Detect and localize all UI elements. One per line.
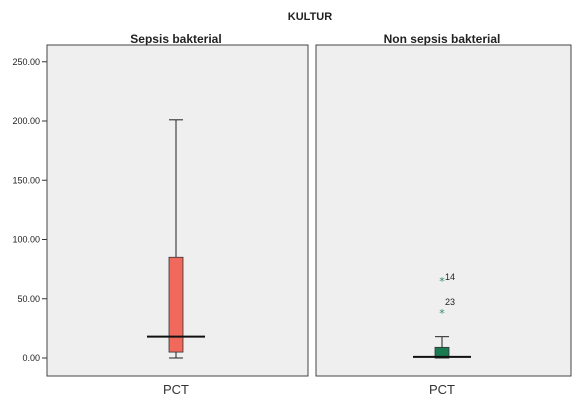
box — [434, 346, 450, 359]
y-tick-label-2: 100.00 — [12, 235, 40, 245]
category-label: PCT — [163, 382, 189, 397]
outlier-marker-2: * — [439, 307, 445, 320]
y-tick-label-4: 200.00 — [12, 116, 40, 126]
y-tick-label-5: 250.00 — [12, 57, 40, 67]
outlier-marker-1: * — [439, 275, 445, 288]
panels: Sepsis bakterial PCT Non sepsis bakterial *… — [46, 32, 572, 397]
outlier-label-1: 14 — [445, 272, 455, 282]
box — [168, 256, 184, 353]
y-tick-label-3: 150.00 — [12, 175, 40, 185]
panel-title: Sepsis bakterial — [130, 32, 221, 46]
panel-frame — [315, 44, 572, 377]
category-label: PCT — [429, 382, 455, 397]
y-axis: 0.00 50.00 100.00 150.00 200.00 250.00 — [12, 45, 48, 376]
y-tick-label-0: 0.00 — [22, 353, 40, 363]
panel-1: Sepsis bakterial PCT — [46, 32, 309, 397]
outlier-label-2: 23 — [445, 297, 455, 307]
panel-title: Non sepsis bakterial — [384, 32, 501, 46]
y-tick-label-1: 50.00 — [17, 294, 40, 304]
chart-title: KULTUR — [288, 11, 332, 23]
